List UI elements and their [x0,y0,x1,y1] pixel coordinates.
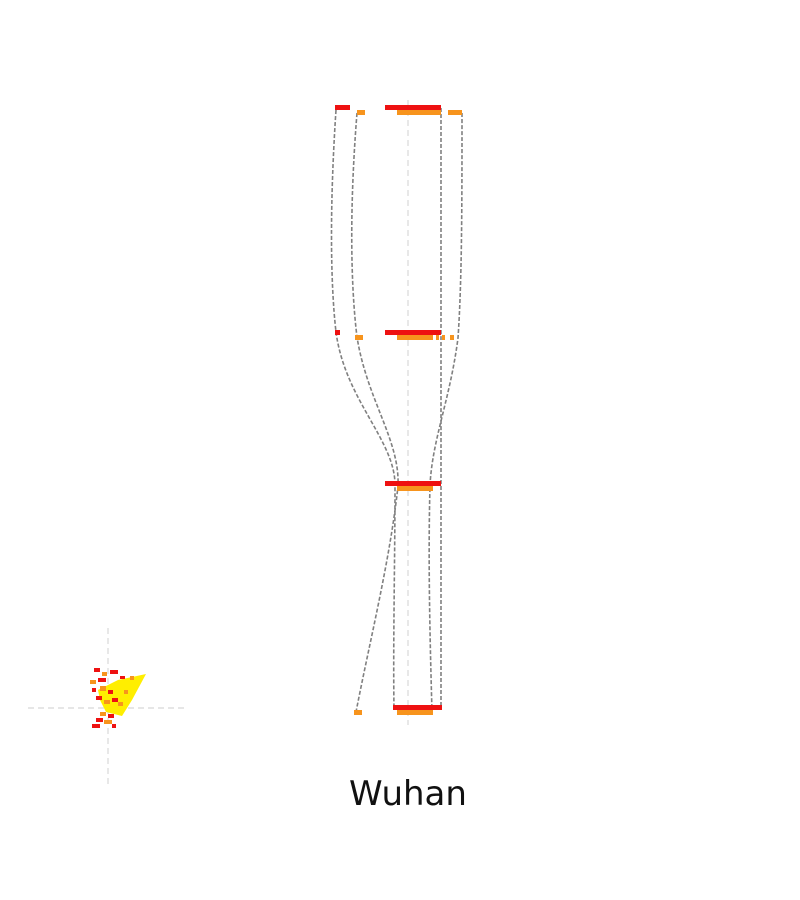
flow-curve [350,112,399,713]
primary-bar [335,330,340,335]
primary-bar [335,105,350,110]
primary-bar [385,481,441,486]
secondary-bar [397,335,433,340]
guide-lines [28,100,409,788]
secondary-bar [436,335,439,340]
primary-bar [393,705,442,710]
flow-curve [428,112,463,713]
secondary-bar [397,710,433,715]
city-map-icon [90,668,146,728]
bar-row-top [335,105,462,115]
bar-row-bottom [354,705,442,715]
secondary-bar [442,335,445,340]
secondary-bar [397,486,433,491]
secondary-bar [397,110,441,115]
secondary-bar [448,110,462,115]
city-label: Wuhan [349,774,467,814]
secondary-bar [357,110,365,115]
bar-row-second [335,330,454,340]
primary-bar [385,105,441,110]
flow-curve [330,109,396,711]
bar-row-third [385,481,441,491]
secondary-bar [450,335,454,340]
secondary-bar [354,710,362,715]
primary-bar [385,330,441,335]
flow-curves [330,108,463,713]
secondary-bar [355,335,363,340]
